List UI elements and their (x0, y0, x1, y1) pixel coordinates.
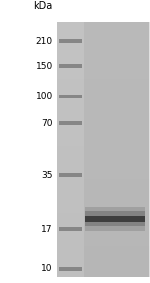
Text: 150: 150 (35, 62, 53, 71)
Bar (59, 95, 83, 98)
Bar (59, 173, 83, 177)
Bar (59, 65, 83, 68)
Bar (85, 211, 145, 226)
Text: kDa: kDa (33, 1, 53, 11)
Bar (59, 228, 83, 231)
Text: 70: 70 (41, 119, 53, 128)
Bar (59, 121, 83, 125)
Bar (59, 267, 83, 271)
Text: 100: 100 (35, 92, 53, 101)
Bar (59, 39, 83, 43)
Bar (84, 22, 149, 277)
Bar (85, 207, 145, 231)
Text: 210: 210 (36, 37, 53, 46)
Bar (57, 22, 84, 277)
Bar (85, 216, 145, 222)
Text: 10: 10 (41, 264, 53, 273)
Text: 17: 17 (41, 225, 53, 234)
Text: 35: 35 (41, 171, 53, 180)
